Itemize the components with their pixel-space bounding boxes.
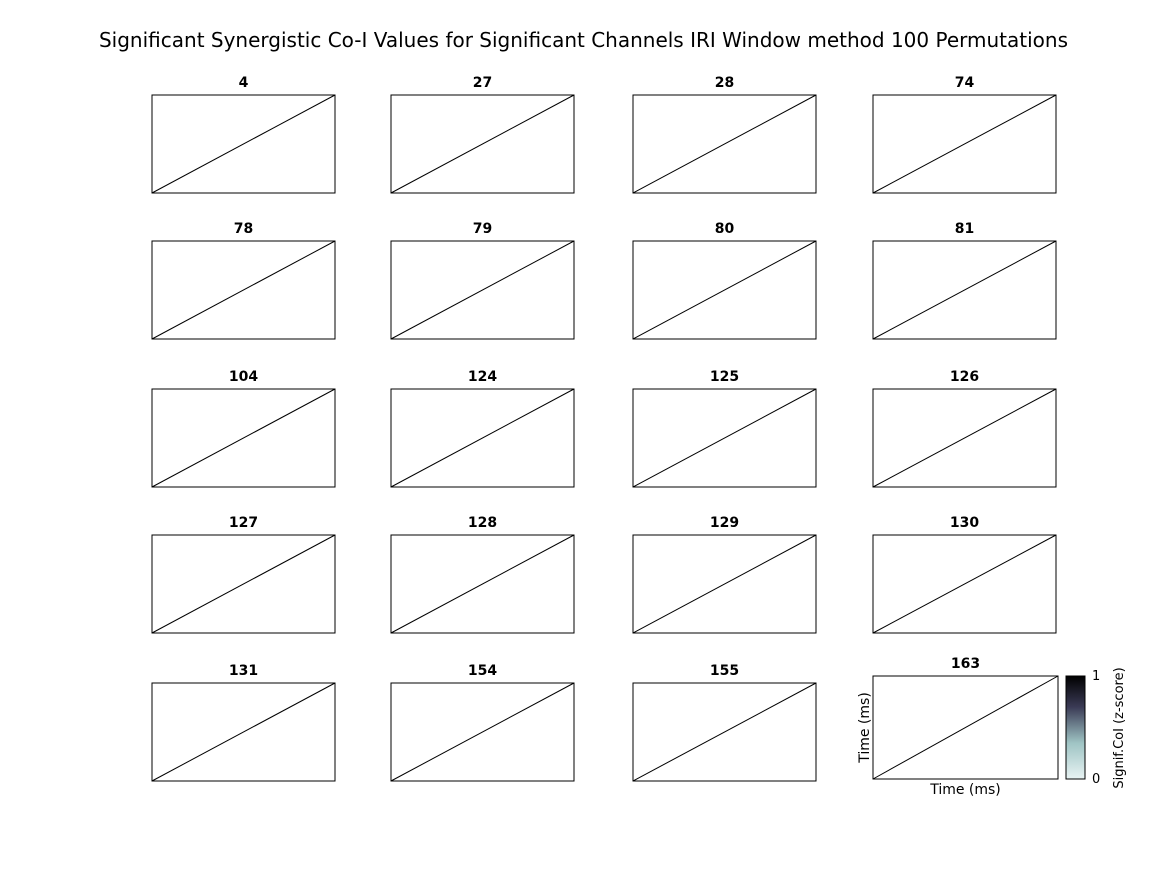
panel-title: 4 — [238, 75, 249, 91]
panel-diagonal — [151, 240, 336, 340]
panel-title: 124 — [467, 369, 498, 385]
colorbar-tick-max: 1 — [1092, 669, 1100, 684]
panel-title: 127 — [228, 515, 259, 531]
panel-title: 154 — [467, 663, 498, 679]
panel-125 — [632, 388, 817, 488]
panel-80 — [632, 240, 817, 340]
panel-title: 131 — [228, 663, 259, 679]
colorbar-label: Signif.CoI (z-score) — [1112, 667, 1127, 788]
panel-diagonal — [872, 534, 1057, 634]
panel-diagonal — [632, 240, 817, 340]
panel-81 — [872, 240, 1057, 340]
panel-title: 125 — [709, 369, 740, 385]
panel-155 — [632, 682, 817, 782]
panel-diagonal — [390, 388, 575, 488]
panel-title: 80 — [714, 221, 735, 237]
figure-title: Significant Synergistic Co-I Values for … — [98, 28, 1068, 52]
panel-title: 129 — [709, 515, 740, 531]
panel-diagonal — [151, 682, 336, 782]
panel-title: 78 — [233, 221, 254, 237]
panel-title: 163 — [950, 656, 981, 672]
panel-title: 81 — [954, 221, 975, 237]
panel-126 — [872, 388, 1057, 488]
panel-title: 104 — [228, 369, 259, 385]
panel-78 — [151, 240, 336, 340]
panel-diagonal — [632, 94, 817, 194]
panel-title: 155 — [709, 663, 740, 679]
panel-title: 28 — [714, 75, 735, 91]
panel-130 — [872, 534, 1057, 634]
panel-127 — [151, 534, 336, 634]
panel-diagonal — [390, 240, 575, 340]
panel-diagonal — [632, 534, 817, 634]
panel-154 — [390, 682, 575, 782]
panel-27 — [390, 94, 575, 194]
panel-163: Time (ms) Time (ms) — [857, 675, 1059, 798]
panel-title: 79 — [472, 221, 493, 237]
panel-diagonal — [151, 388, 336, 488]
panel-104 — [151, 388, 336, 488]
colorbar: 1 0 Signif.CoI (z-score) — [1065, 667, 1127, 789]
panel-title: 128 — [467, 515, 498, 531]
panel-28 — [632, 94, 817, 194]
panel-131 — [151, 682, 336, 782]
panel-diagonal — [390, 534, 575, 634]
panel-diagonal — [872, 240, 1057, 340]
y-axis-label: Time (ms) — [857, 692, 873, 764]
panel-diagonal — [872, 388, 1057, 488]
panel-title: 126 — [949, 369, 980, 385]
colorbar-tick-min: 0 — [1092, 772, 1100, 787]
panel-diagonal — [632, 682, 817, 782]
panel-128 — [390, 534, 575, 634]
panel-74 — [872, 94, 1057, 194]
panel-title: 130 — [949, 515, 980, 531]
panel-diagonal — [390, 94, 575, 194]
colorbar-bar — [1065, 675, 1086, 780]
panel-diagonal — [390, 682, 575, 782]
panel-title: 74 — [954, 75, 975, 91]
panel-4 — [151, 94, 336, 194]
panel-79 — [390, 240, 575, 340]
x-axis-label: Time (ms) — [929, 782, 1001, 798]
panel-diagonal — [151, 94, 336, 194]
panel-129 — [632, 534, 817, 634]
panel-diagonal — [872, 675, 1059, 780]
panel-diagonal — [151, 534, 336, 634]
panel-124 — [390, 388, 575, 488]
panel-title: 27 — [472, 75, 493, 91]
panel-diagonal — [872, 94, 1057, 194]
panel-diagonal — [632, 388, 817, 488]
